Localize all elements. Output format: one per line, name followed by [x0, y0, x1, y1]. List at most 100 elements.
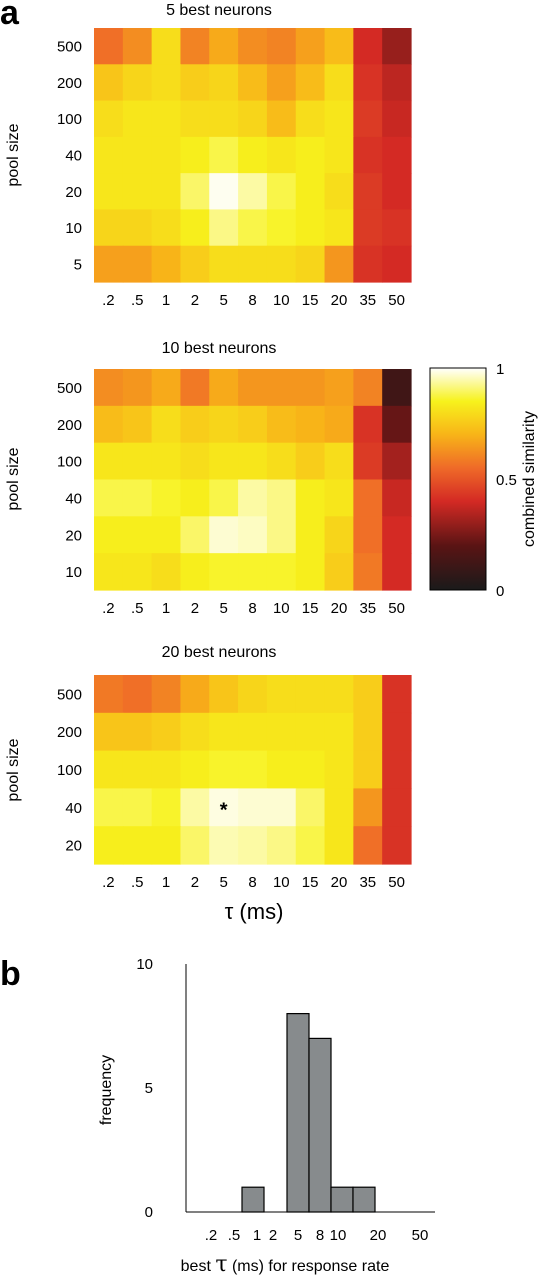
heatmap-cell — [295, 479, 326, 517]
heatmap-cell — [209, 245, 239, 283]
tau-symbol: τ — [215, 1252, 227, 1277]
x-tick-label: .5 — [131, 874, 144, 891]
heatmap-cell — [353, 442, 383, 481]
heatmap-cell — [353, 245, 383, 283]
heatmap-cell — [353, 788, 383, 827]
heatmap-cell — [94, 788, 124, 827]
x-tick-label: 1 — [253, 1227, 261, 1244]
x-tick-label: 8 — [316, 1227, 324, 1244]
x-tick-label: 20 — [331, 292, 348, 309]
x-tick-label: 50 — [388, 600, 405, 617]
heatmap-cell — [238, 750, 268, 789]
heatmap-cell — [180, 712, 210, 752]
heatmap-cell — [94, 136, 124, 174]
heatmap-cell — [266, 405, 297, 444]
x-tick-label: 10 — [273, 292, 290, 309]
heatmap-cell — [295, 516, 326, 554]
heatmap-cell — [382, 750, 412, 789]
heatmap-cell — [180, 479, 210, 517]
x-tick-label: 8 — [248, 292, 256, 309]
heatmap-cell — [324, 516, 354, 554]
heatmap-cell — [209, 209, 239, 247]
y-axis-label: pool size — [5, 447, 22, 510]
heatmap-cell — [151, 712, 182, 752]
heatmap-cell — [382, 28, 412, 65]
heatmap-cell — [382, 516, 412, 554]
heatmap-cell — [382, 369, 412, 407]
x-tick-labels: .2 .5 1 2 5 8 10 15 20 35 50 — [102, 292, 405, 309]
heatmap-cell — [266, 442, 297, 481]
colorbar-label: combined similarity — [521, 411, 538, 547]
heatmap-cell — [324, 405, 354, 444]
heatmap-cell — [151, 675, 182, 714]
heatmap-cell — [295, 675, 326, 714]
heatmap-cell — [209, 405, 239, 444]
heatmap-cell — [266, 788, 297, 827]
x-tick-labels: .2 .5 1 2 5 8 10 15 20 35 50 — [102, 874, 405, 891]
heatmap-cell — [238, 479, 268, 517]
x-axis-label: τ (ms) — [225, 899, 284, 924]
heatmap-cell — [238, 516, 268, 554]
heatmap-cell — [122, 750, 153, 789]
heatmap-cell — [94, 479, 124, 517]
x-tick-label: .2 — [102, 600, 115, 617]
heatmap-cell — [295, 442, 326, 481]
heatmap-cell — [151, 100, 182, 138]
heatmap-cell — [151, 64, 182, 102]
colorbar: 00.51 combined similarity — [429, 361, 538, 600]
heatmap-cell — [151, 28, 182, 65]
heatmap-cell — [324, 750, 354, 789]
y-tick-label: 20 — [65, 527, 82, 544]
x-tick-label: 20 — [331, 600, 348, 617]
heatmap-cell — [209, 442, 239, 481]
heatmap-cell — [151, 173, 182, 211]
y-tick-label: 500 — [57, 39, 82, 56]
heatmap-cell — [238, 712, 268, 752]
heatmap-cell — [238, 28, 268, 65]
histogram-bar — [308, 1037, 332, 1213]
heatmap-cell — [122, 64, 153, 102]
heatmap-cell — [151, 788, 182, 827]
x-tick-labels: .2 .5 1 2 5 8 10 20 50 — [205, 1227, 429, 1244]
heatmap-cell — [122, 516, 153, 554]
heatmap-cell — [151, 516, 182, 554]
y-tick-label: 5 — [74, 256, 82, 273]
heatmap-cell — [94, 826, 124, 865]
heatmap-cell — [382, 553, 412, 591]
y-tick-labels: 500 200 100 40 20 10 5 — [57, 39, 82, 274]
heatmap-cell — [94, 750, 124, 789]
x-tick-label: .5 — [228, 1227, 241, 1244]
heatmap-cell — [353, 209, 383, 247]
heatmap-cell — [180, 442, 210, 481]
heatmap-20-best: 20 best neurons pool size 5002001004020 … — [5, 644, 412, 924]
heatmap-cell — [353, 750, 383, 789]
x-tick-label: 15 — [302, 292, 319, 309]
heatmap-title: 5 best neurons — [166, 2, 272, 19]
heatmap-cell — [238, 369, 268, 407]
heatmap-cell — [151, 136, 182, 174]
heatmap-cell — [295, 100, 326, 138]
x-tick-label: .2 — [102, 874, 115, 891]
heatmap-cell — [122, 28, 153, 65]
x-tick-label: 2 — [191, 874, 199, 891]
y-tick-label: 100 — [57, 762, 82, 779]
x-tick-label: 35 — [359, 292, 376, 309]
heatmap-cell — [94, 675, 124, 714]
heatmap-cell — [266, 136, 297, 174]
heatmap-cell — [151, 442, 182, 481]
heatmap-cell — [209, 826, 239, 865]
heatmap-cell — [382, 675, 412, 714]
heatmap-cell — [122, 442, 153, 481]
x-axis-label: best τ (ms) for response rate — [181, 1252, 390, 1277]
x-tick-label: .2 — [205, 1227, 218, 1244]
heatmap-cell — [209, 675, 239, 714]
heatmap-cell — [266, 516, 297, 554]
heatmap-cell — [382, 209, 412, 247]
x-tick-label: 35 — [359, 600, 376, 617]
heatmap-cell — [122, 405, 153, 444]
heatmap-cell — [382, 245, 412, 283]
heatmap-cell — [324, 64, 354, 102]
heatmap-cell — [382, 64, 412, 102]
heatmap-cell — [180, 100, 210, 138]
heatmap-cell — [180, 209, 210, 247]
